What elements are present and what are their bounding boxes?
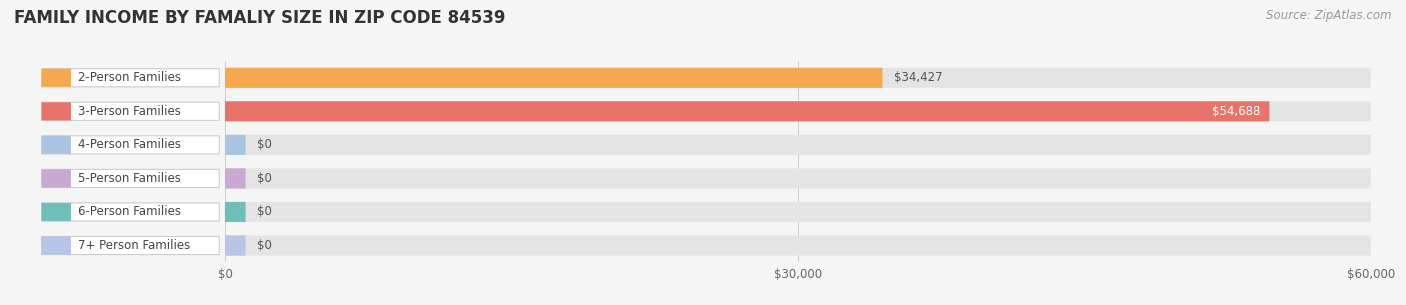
Text: $0: $0 <box>257 138 271 151</box>
Text: 5-Person Families: 5-Person Families <box>77 172 181 185</box>
Text: 7+ Person Families: 7+ Person Families <box>77 239 190 252</box>
FancyBboxPatch shape <box>42 102 70 120</box>
Text: 3-Person Families: 3-Person Families <box>77 105 181 118</box>
FancyBboxPatch shape <box>42 169 70 188</box>
FancyBboxPatch shape <box>225 202 1371 222</box>
Text: $0: $0 <box>257 239 271 252</box>
FancyBboxPatch shape <box>42 102 219 120</box>
FancyBboxPatch shape <box>225 101 1270 121</box>
FancyBboxPatch shape <box>225 68 883 88</box>
FancyBboxPatch shape <box>225 202 246 222</box>
Text: $34,427: $34,427 <box>894 71 942 84</box>
FancyBboxPatch shape <box>225 168 1371 188</box>
FancyBboxPatch shape <box>225 68 1371 88</box>
FancyBboxPatch shape <box>225 101 1371 121</box>
Text: $54,688: $54,688 <box>1212 105 1260 118</box>
FancyBboxPatch shape <box>42 236 219 255</box>
FancyBboxPatch shape <box>42 136 70 154</box>
Text: Source: ZipAtlas.com: Source: ZipAtlas.com <box>1267 9 1392 22</box>
FancyBboxPatch shape <box>225 235 1371 256</box>
FancyBboxPatch shape <box>42 169 219 188</box>
FancyBboxPatch shape <box>225 135 246 155</box>
Text: FAMILY INCOME BY FAMALIY SIZE IN ZIP CODE 84539: FAMILY INCOME BY FAMALIY SIZE IN ZIP COD… <box>14 9 506 27</box>
FancyBboxPatch shape <box>42 136 219 154</box>
FancyBboxPatch shape <box>42 203 70 221</box>
FancyBboxPatch shape <box>42 236 70 255</box>
FancyBboxPatch shape <box>225 235 246 256</box>
Text: 4-Person Families: 4-Person Families <box>77 138 181 151</box>
Text: 6-Person Families: 6-Person Families <box>77 206 181 218</box>
FancyBboxPatch shape <box>42 203 219 221</box>
FancyBboxPatch shape <box>42 69 70 87</box>
FancyBboxPatch shape <box>225 168 246 188</box>
FancyBboxPatch shape <box>42 69 219 87</box>
Text: $0: $0 <box>257 172 271 185</box>
FancyBboxPatch shape <box>225 135 1371 155</box>
Text: 2-Person Families: 2-Person Families <box>77 71 181 84</box>
Text: $0: $0 <box>257 206 271 218</box>
